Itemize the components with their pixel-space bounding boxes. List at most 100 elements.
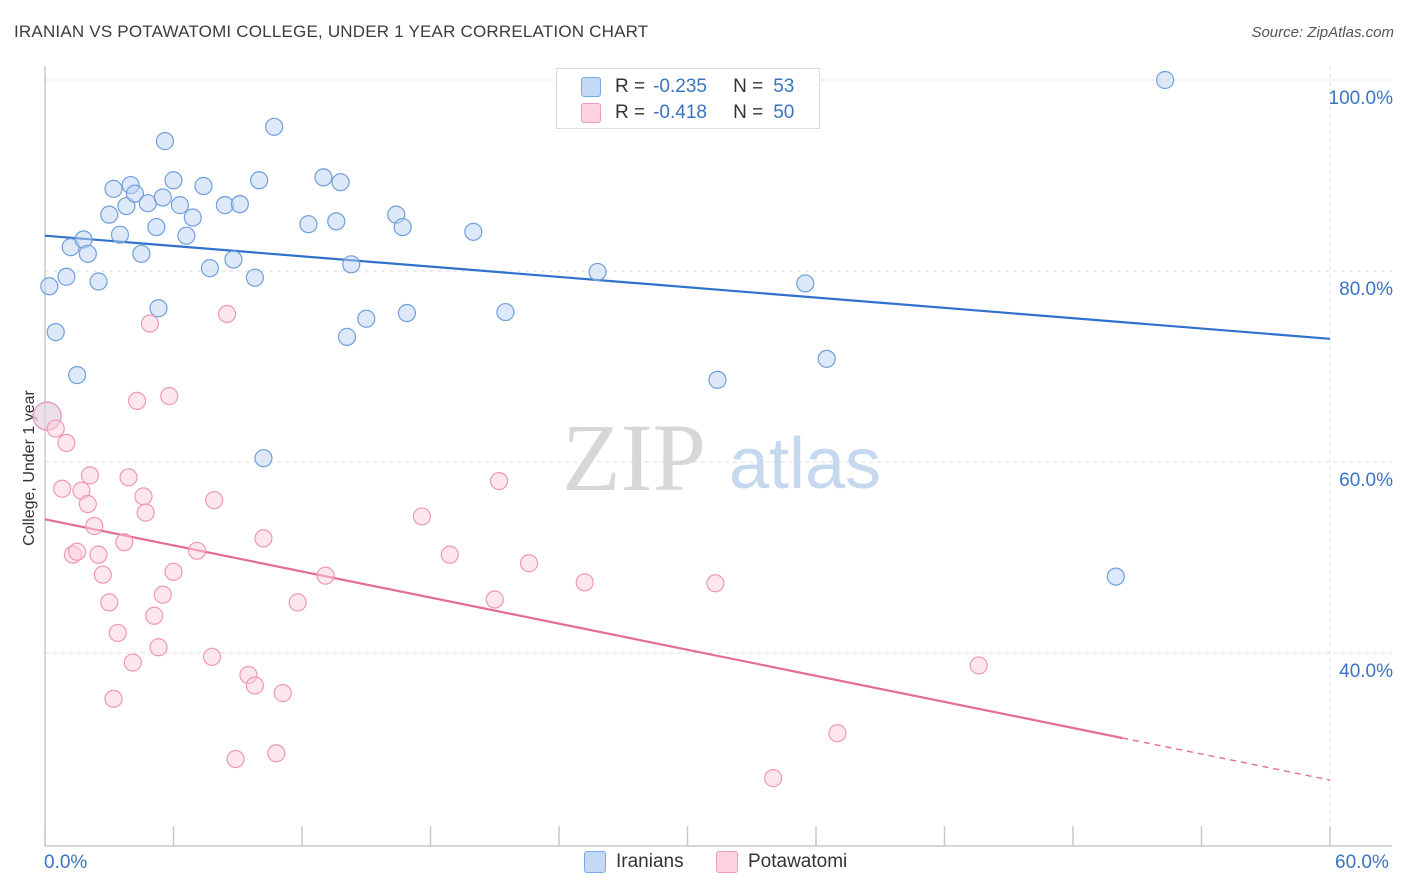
legend-n-label: N = xyxy=(733,76,764,97)
iranians-point xyxy=(250,171,269,190)
iranians-point xyxy=(254,449,273,468)
iranians-point xyxy=(89,272,108,291)
potawatomi-point xyxy=(93,565,112,584)
legend-n-value: 53 xyxy=(773,76,795,97)
potawatomi-point xyxy=(104,689,123,708)
iranians-point xyxy=(117,196,136,216)
iranians-point xyxy=(708,370,727,389)
iranians-point xyxy=(796,274,815,293)
potawatomi-point xyxy=(316,566,335,585)
legend-n-value: 50 xyxy=(773,102,795,123)
iranians-point xyxy=(265,117,284,136)
y-tick-label: 100.0% xyxy=(1329,88,1394,109)
bottom-legend-iranians[interactable]: Iranians xyxy=(584,851,684,873)
bottom-legend-swatch-iranians xyxy=(584,851,606,873)
potawatomi-point xyxy=(136,503,155,522)
potawatomi-point xyxy=(80,466,100,485)
potawatomi-point xyxy=(115,533,134,552)
iranians-point xyxy=(337,327,357,346)
watermark-atlas: atlas xyxy=(729,424,881,504)
legend-r-value: -0.418 xyxy=(653,102,707,123)
potawatomi-point xyxy=(46,419,65,438)
y-tick-label: 80.0% xyxy=(1339,279,1393,300)
potawatomi-point xyxy=(164,562,183,581)
iranians-point xyxy=(40,277,59,296)
bottom-legend: Iranians Potawatomi xyxy=(0,851,1406,877)
potawatomi-point xyxy=(127,391,147,410)
potawatomi-point xyxy=(89,545,108,564)
iranians-point xyxy=(46,323,65,342)
potawatomi-points xyxy=(32,304,988,788)
potawatomi-point xyxy=(254,529,273,548)
x-tick-min: 0.0% xyxy=(44,852,88,873)
legend-box: R = -0.235 N = 53 R = -0.418 N = 50 xyxy=(556,68,820,129)
iranians-point xyxy=(194,176,213,196)
iranians-point xyxy=(110,225,130,244)
watermark-zip: ZIP xyxy=(562,404,706,511)
potawatomi-point xyxy=(57,433,76,452)
iranians-point xyxy=(817,349,836,368)
iranians-point xyxy=(104,179,123,198)
iranians-trend-line xyxy=(44,234,1331,340)
potawatomi-point xyxy=(68,542,87,561)
iranians-point xyxy=(68,365,87,385)
iranians-point xyxy=(393,217,412,237)
potawatomi-point xyxy=(489,472,509,491)
iranians-point xyxy=(1155,70,1175,90)
legend-swatch-iranians xyxy=(581,77,601,97)
iranians-point xyxy=(78,244,97,263)
legend-r-label: R = xyxy=(615,102,646,123)
iranians-point xyxy=(1106,567,1125,586)
iranians-point xyxy=(314,168,333,187)
iranians-point xyxy=(100,205,119,224)
iranians-point xyxy=(299,215,318,234)
potawatomi-point xyxy=(119,468,138,487)
iranians-point xyxy=(230,195,249,214)
legend-n-label: N = xyxy=(733,102,764,123)
potawatomi-point xyxy=(706,574,725,593)
potawatomi-point xyxy=(140,314,160,333)
y-tick-label: 60.0% xyxy=(1339,470,1393,491)
axes xyxy=(44,66,1392,847)
potawatomi-point xyxy=(187,541,207,560)
legend-r-value: -0.235 xyxy=(653,76,707,97)
legend-row-iranians: R = -0.235 N = 53 xyxy=(581,75,794,99)
iranians-point xyxy=(357,309,376,328)
potawatomi-trend-extension xyxy=(1122,737,1331,781)
potawatomi-point xyxy=(267,744,286,763)
iranians-point xyxy=(155,132,175,151)
watermark: ZIP atlas xyxy=(562,404,881,511)
iranians-point xyxy=(153,188,172,207)
potawatomi-point xyxy=(217,304,237,324)
iranians-points xyxy=(32,70,1175,586)
potawatomi-point xyxy=(519,554,539,573)
iranians-point xyxy=(327,212,346,231)
iranians-point xyxy=(496,302,515,322)
potawatomi-point xyxy=(969,656,988,675)
potawatomi-point xyxy=(53,479,72,498)
iranians-point xyxy=(245,268,264,287)
legend-row-potawatomi: R = -0.418 N = 50 xyxy=(581,101,794,125)
potawatomi-point xyxy=(108,623,127,643)
trend-lines xyxy=(44,234,1331,781)
bottom-legend-potawatomi[interactable]: Potawatomi xyxy=(716,851,847,873)
source-label: Source: ZipAtlas.com xyxy=(1251,24,1394,41)
potawatomi-point xyxy=(202,647,222,666)
iranians-point xyxy=(183,208,202,227)
iranians-point xyxy=(464,222,483,241)
potawatomi-point xyxy=(288,593,307,612)
iranians-point xyxy=(200,259,220,278)
potawatomi-point xyxy=(412,507,432,526)
potawatomi-point xyxy=(145,606,164,625)
potawatomi-point xyxy=(153,585,172,604)
potawatomi-point xyxy=(764,769,783,788)
potawatomi-point xyxy=(245,676,264,695)
iranians-point xyxy=(164,171,183,190)
iranians-point xyxy=(588,262,607,282)
potawatomi-point xyxy=(205,491,224,510)
potawatomi-point xyxy=(485,590,504,609)
potawatomi-point xyxy=(575,573,594,592)
bottom-legend-label-iranians: Iranians xyxy=(616,851,684,872)
iranians-point xyxy=(149,299,168,318)
